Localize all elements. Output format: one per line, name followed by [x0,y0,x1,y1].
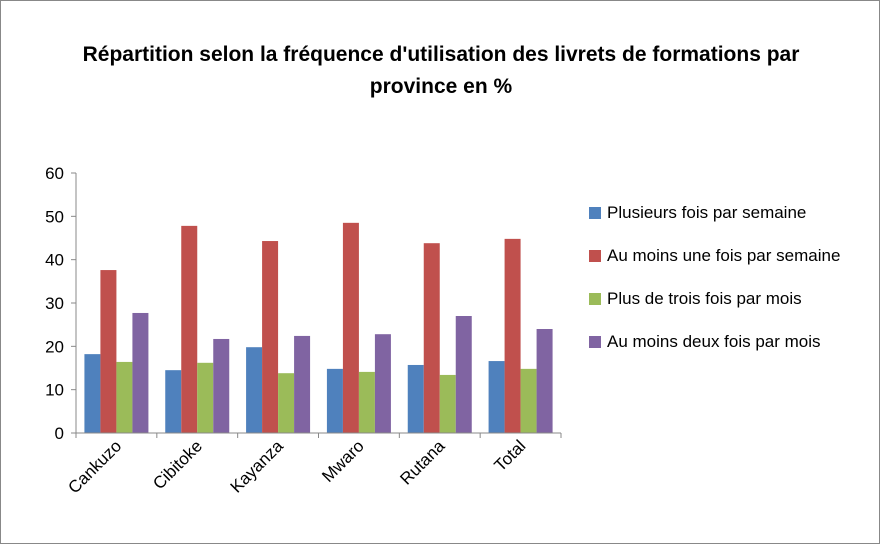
bar [342,222,359,433]
bar [358,371,375,433]
y-tick-label: 30 [45,294,64,313]
bar [262,241,279,433]
bar [100,270,117,433]
legend-label: Plus de trois fois par mois [607,289,802,308]
x-tick-label: Kayanza [227,436,288,497]
legend-label: Au moins deux fois par mois [607,332,821,351]
bar [520,368,537,433]
y-tick-label: 10 [45,381,64,400]
bar [213,338,230,433]
legend-label: Au moins une fois par semaine [607,246,841,265]
bar [455,316,472,433]
legend-item: Au moins deux fois par mois [589,326,859,358]
bar [278,373,295,433]
bar [132,312,149,433]
bar [165,370,182,433]
bar [439,374,456,433]
bar [116,361,133,433]
legend-item: Plus de trois fois par mois [589,283,859,315]
y-tick-label: 40 [45,251,64,270]
chart-title: Répartition selon la fréquence d'utilisa… [82,43,800,98]
legend-item: Au moins une fois par semaine [589,240,859,272]
x-tick-label: Cankuzo [64,436,125,497]
bar [326,368,343,433]
bar [84,354,101,433]
x-tick-label: Rutana [396,436,449,489]
x-tick-label: Mwaro [318,436,368,486]
bar [488,361,505,433]
legend-swatch [589,250,601,262]
bar [181,225,198,433]
y-tick-label: 60 [45,164,64,183]
legend-swatch [589,207,601,219]
x-tick-label: Cibitoke [149,436,206,493]
y-tick-label: 0 [55,424,64,443]
bar [504,238,521,433]
y-tick-label: 20 [45,337,64,356]
bar [374,334,391,433]
y-tick-label: 50 [45,207,64,226]
bar [294,335,311,433]
legend-swatch [589,336,601,348]
legend-swatch [589,293,601,305]
bar [407,364,424,433]
legend: Plusieurs fois par semaine Au moins une f… [589,197,859,358]
bar [536,329,553,433]
legend-item: Plusieurs fois par semaine [589,197,859,229]
legend-label: Plusieurs fois par semaine [607,203,807,222]
bar [246,347,263,433]
bar [197,362,214,433]
x-tick-label: Total [491,436,530,475]
bar [423,243,440,433]
